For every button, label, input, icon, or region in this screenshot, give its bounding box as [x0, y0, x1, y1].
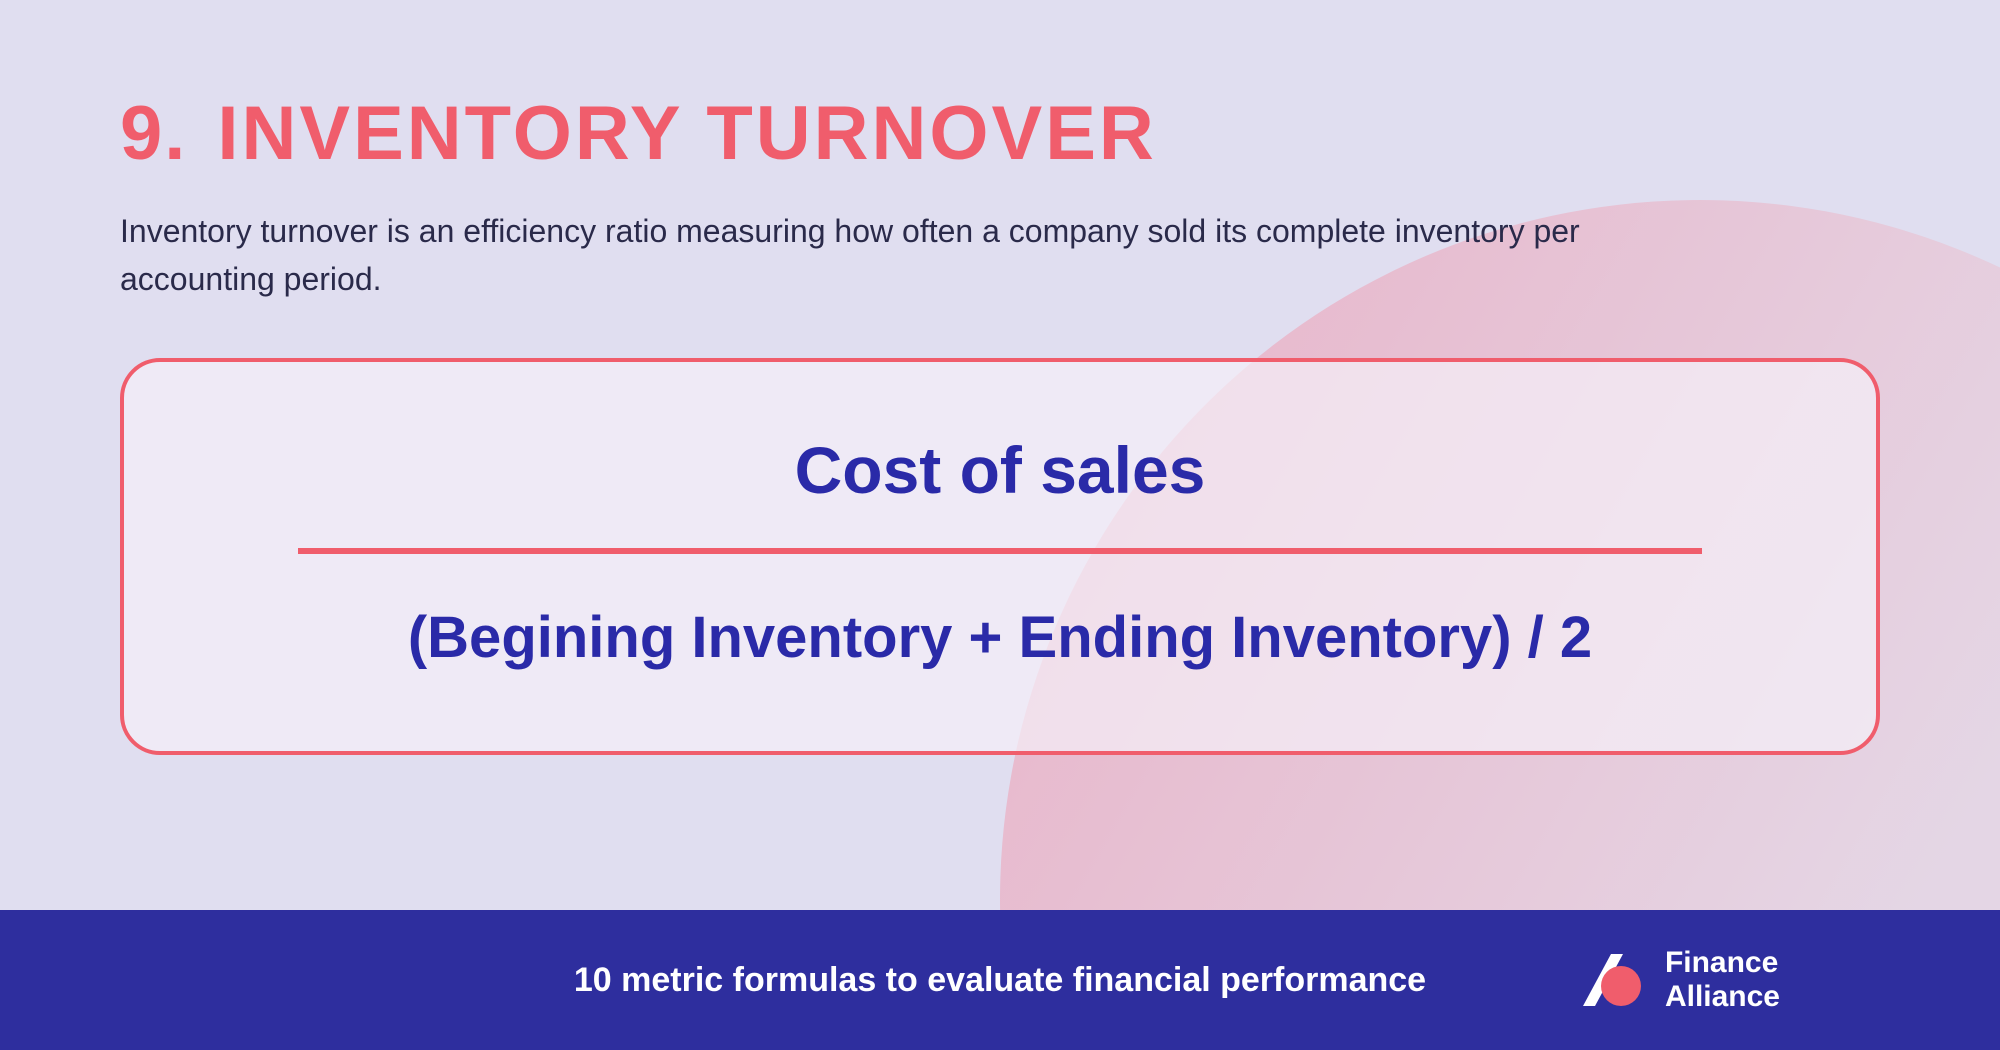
formula-numerator: Cost of sales: [184, 432, 1816, 508]
brand-logo: Finance Alliance: [1573, 944, 1780, 1016]
brand-line1: Finance: [1665, 946, 1780, 981]
brand-name: Finance Alliance: [1665, 946, 1780, 1015]
footer-bar: 10 metric formulas to evaluate financial…: [0, 910, 2000, 1050]
formula-divider: [298, 548, 1702, 554]
formula-denominator: (Begining Inventory + Ending Inventory) …: [184, 604, 1816, 671]
footer-content: 10 metric formulas to evaluate financial…: [0, 961, 2000, 1000]
title-text: INVENTORY TURNOVER: [217, 90, 1156, 177]
description-text: Inventory turnover is an efficiency rati…: [120, 207, 1620, 303]
formula-box: Cost of sales (Begining Inventory + Endi…: [120, 358, 1880, 755]
title-row: 9. INVENTORY TURNOVER: [120, 90, 1880, 177]
infographic-slide: 9. INVENTORY TURNOVER Inventory turnover…: [0, 0, 2000, 1050]
title-number: 9.: [120, 90, 187, 177]
logo-mark-icon: [1573, 944, 1645, 1016]
brand-line2: Alliance: [1665, 980, 1780, 1015]
content-area: 9. INVENTORY TURNOVER Inventory turnover…: [0, 0, 2000, 755]
